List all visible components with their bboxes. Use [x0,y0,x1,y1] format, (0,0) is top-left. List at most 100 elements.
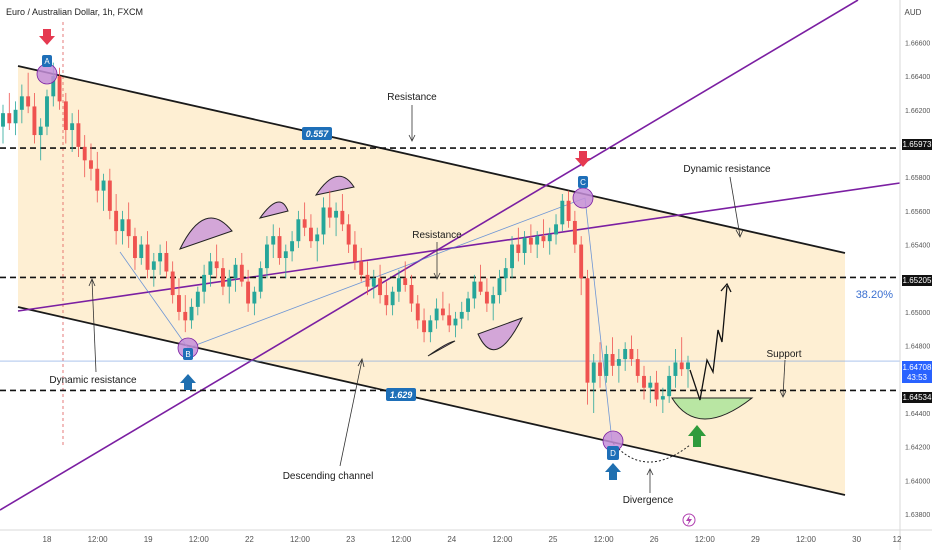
candle-body [466,298,470,312]
y-tick-label: 1.65400 [905,243,930,250]
x-tick-label: 18 [43,535,52,544]
candle-body [654,382,659,400]
point-a-badge [42,55,52,67]
tag-0557-box [302,127,332,140]
candle-body [252,291,257,304]
candle-body [428,320,433,333]
candle-body [453,318,458,326]
candle-body [114,210,119,232]
chart-title: Euro / Australian Dollar, 1h, FXCM [6,7,143,17]
candle-body [233,264,238,279]
x-tick-label: 12:00 [796,535,817,544]
x-tick-label: 12:00 [189,535,210,544]
candle-body [7,113,12,124]
label-resistance-mid: Resistance [412,230,462,241]
candle-body [491,295,496,304]
candle-body [76,123,81,147]
candle-body [667,375,672,397]
resistance-bubbles [179,175,524,357]
descending-channel-zone [18,66,845,495]
arrow-down-a [39,29,55,45]
candle-body [227,278,232,287]
price-box-l3-text: 1.64534 [903,393,932,402]
candle-body [503,268,508,279]
pointer-dynamic-left [91,279,97,373]
candle-body [484,291,489,304]
candle-body [560,200,565,225]
candle-body [598,362,602,376]
candle-body [422,320,427,333]
candle-body [151,261,156,270]
label-support: Support [766,349,801,360]
y-tick-label: 1.64000 [905,478,930,485]
candle-body [246,281,251,304]
label-fib: 38.20% [856,289,894,301]
candle-body [1,113,5,127]
candle-body [308,227,313,242]
x-tick-label: 25 [549,535,558,544]
tag-1629-text: 1.629 [390,390,413,400]
pointer-dynamic-right-head [735,229,744,238]
dynamic-resistance-line-lower [17,182,901,312]
candle-body [604,354,609,376]
point-b-label: B [185,350,190,359]
pointer-resistance-mid-head [433,272,441,280]
candle-body [120,219,125,232]
y-tick-label: 1.65600 [905,209,930,216]
candle-body [13,109,18,124]
price-box-current-text: 1.64708 [903,363,932,372]
point-c-circle [572,187,594,209]
candle-body [139,244,144,259]
candle-body [283,251,288,259]
candle-body [177,295,181,312]
candle-body [133,236,137,259]
candle-body [290,241,295,252]
point-markers: A B C D [36,55,624,460]
candle-body [371,278,376,287]
candle-body [63,101,68,131]
y-tick-label: 1.65800 [905,175,930,182]
candle-body [82,146,87,161]
pointer-support-head [779,390,787,398]
annotation-pointers [88,105,787,493]
candle-body [415,303,420,321]
candle-body [384,295,389,306]
y-tick-label: 1.66600 [905,40,930,47]
candle-body [221,268,225,287]
y-tick-label: 1.63800 [905,512,930,519]
price-axis-ticks: 1.638001.640001.642001.644001.646001.648… [905,40,930,519]
x-tick-label: 12:00 [594,535,615,544]
signal-arrows [39,29,706,480]
arrow-up-support [688,425,706,447]
pointer-channel [339,359,363,467]
candle-body [528,237,533,245]
label-resistance-top: Resistance [387,92,437,103]
candle-body [642,375,646,388]
candle-body [365,274,370,287]
candle-body [170,271,175,296]
candle-body [610,354,615,366]
candle-body [396,278,401,292]
projected-path [689,285,728,401]
candle-body [334,210,339,218]
candle-body [434,308,439,321]
x-tick-label: 30 [852,535,861,544]
candle-body [145,244,150,270]
x-tick-label: 12:00 [492,535,513,544]
price-box-countdown-text: 43:53 [907,373,928,382]
price-box-l3 [902,392,932,403]
x-tick-label: 12:00 [695,535,716,544]
candle-body [57,76,62,102]
bubble-1 [179,217,233,250]
x-tick-label: 22 [245,535,254,544]
candle-body [296,219,301,242]
candle-body [70,123,75,131]
candle-body [629,348,634,360]
pointer-divergence-head [646,468,654,476]
candle-body [403,278,408,285]
bubble-4 [427,340,456,357]
candle-body [189,306,194,321]
candle-body [346,224,351,245]
